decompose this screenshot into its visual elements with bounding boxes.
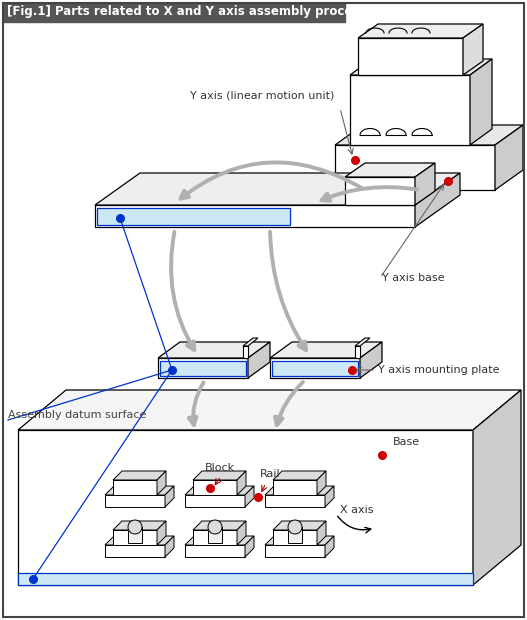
Circle shape (288, 520, 302, 534)
Polygon shape (243, 338, 258, 346)
Polygon shape (185, 545, 245, 557)
Polygon shape (288, 527, 302, 543)
Polygon shape (208, 527, 222, 543)
Polygon shape (325, 486, 334, 507)
Polygon shape (265, 536, 334, 545)
Polygon shape (273, 530, 317, 545)
Polygon shape (470, 59, 492, 145)
Polygon shape (265, 486, 334, 495)
Polygon shape (325, 536, 334, 557)
Text: Assembly datum surface: Assembly datum surface (8, 410, 147, 420)
Polygon shape (157, 521, 166, 545)
Polygon shape (350, 59, 492, 75)
Polygon shape (272, 361, 358, 376)
Polygon shape (245, 486, 254, 507)
Polygon shape (165, 486, 174, 507)
Polygon shape (97, 208, 290, 225)
Polygon shape (193, 480, 237, 495)
Polygon shape (193, 530, 237, 545)
Text: X axis: X axis (340, 505, 374, 515)
Polygon shape (273, 521, 326, 530)
Polygon shape (358, 38, 463, 75)
Polygon shape (237, 521, 246, 545)
Polygon shape (345, 177, 415, 205)
Polygon shape (335, 125, 523, 145)
Polygon shape (160, 361, 246, 376)
Polygon shape (113, 471, 166, 480)
Circle shape (128, 520, 142, 534)
Bar (3, 3, 345, 22)
Text: Y axis mounting plate: Y axis mounting plate (378, 365, 500, 375)
Polygon shape (355, 346, 360, 358)
Polygon shape (105, 536, 174, 545)
Polygon shape (265, 495, 325, 507)
Polygon shape (193, 471, 246, 480)
Polygon shape (495, 125, 523, 190)
Polygon shape (415, 173, 460, 227)
Polygon shape (273, 480, 317, 495)
Polygon shape (345, 163, 435, 177)
Text: Y axis base: Y axis base (382, 273, 445, 283)
Polygon shape (463, 24, 483, 75)
Polygon shape (185, 495, 245, 507)
Polygon shape (105, 486, 174, 495)
Text: Rail: Rail (260, 469, 280, 479)
Polygon shape (243, 346, 248, 358)
Polygon shape (473, 390, 521, 585)
Polygon shape (113, 521, 166, 530)
Polygon shape (105, 545, 165, 557)
Polygon shape (157, 471, 166, 495)
Text: Base: Base (393, 437, 420, 447)
Polygon shape (415, 163, 435, 205)
Polygon shape (165, 536, 174, 557)
Polygon shape (237, 471, 246, 495)
Polygon shape (355, 338, 370, 346)
Polygon shape (245, 536, 254, 557)
Polygon shape (317, 521, 326, 545)
Polygon shape (360, 342, 382, 378)
Polygon shape (185, 536, 254, 545)
Polygon shape (350, 75, 470, 145)
Polygon shape (158, 342, 270, 358)
Polygon shape (270, 342, 382, 358)
Polygon shape (265, 545, 325, 557)
Text: [Fig.1] Parts related to X and Y axis assembly process: [Fig.1] Parts related to X and Y axis as… (7, 6, 366, 19)
Polygon shape (158, 358, 248, 378)
Polygon shape (273, 471, 326, 480)
Polygon shape (248, 342, 270, 378)
Polygon shape (270, 358, 360, 378)
Polygon shape (185, 486, 254, 495)
Polygon shape (128, 527, 142, 543)
Polygon shape (358, 24, 483, 38)
Polygon shape (193, 521, 246, 530)
Polygon shape (95, 205, 415, 227)
Polygon shape (113, 530, 157, 545)
Polygon shape (18, 430, 473, 585)
Text: Y axis (linear motion unit): Y axis (linear motion unit) (190, 90, 334, 100)
Polygon shape (18, 390, 521, 430)
Text: Block: Block (205, 463, 235, 473)
Polygon shape (335, 145, 495, 190)
Polygon shape (18, 573, 473, 585)
Polygon shape (105, 495, 165, 507)
Polygon shape (317, 471, 326, 495)
Circle shape (208, 520, 222, 534)
Polygon shape (113, 480, 157, 495)
Polygon shape (95, 173, 460, 205)
